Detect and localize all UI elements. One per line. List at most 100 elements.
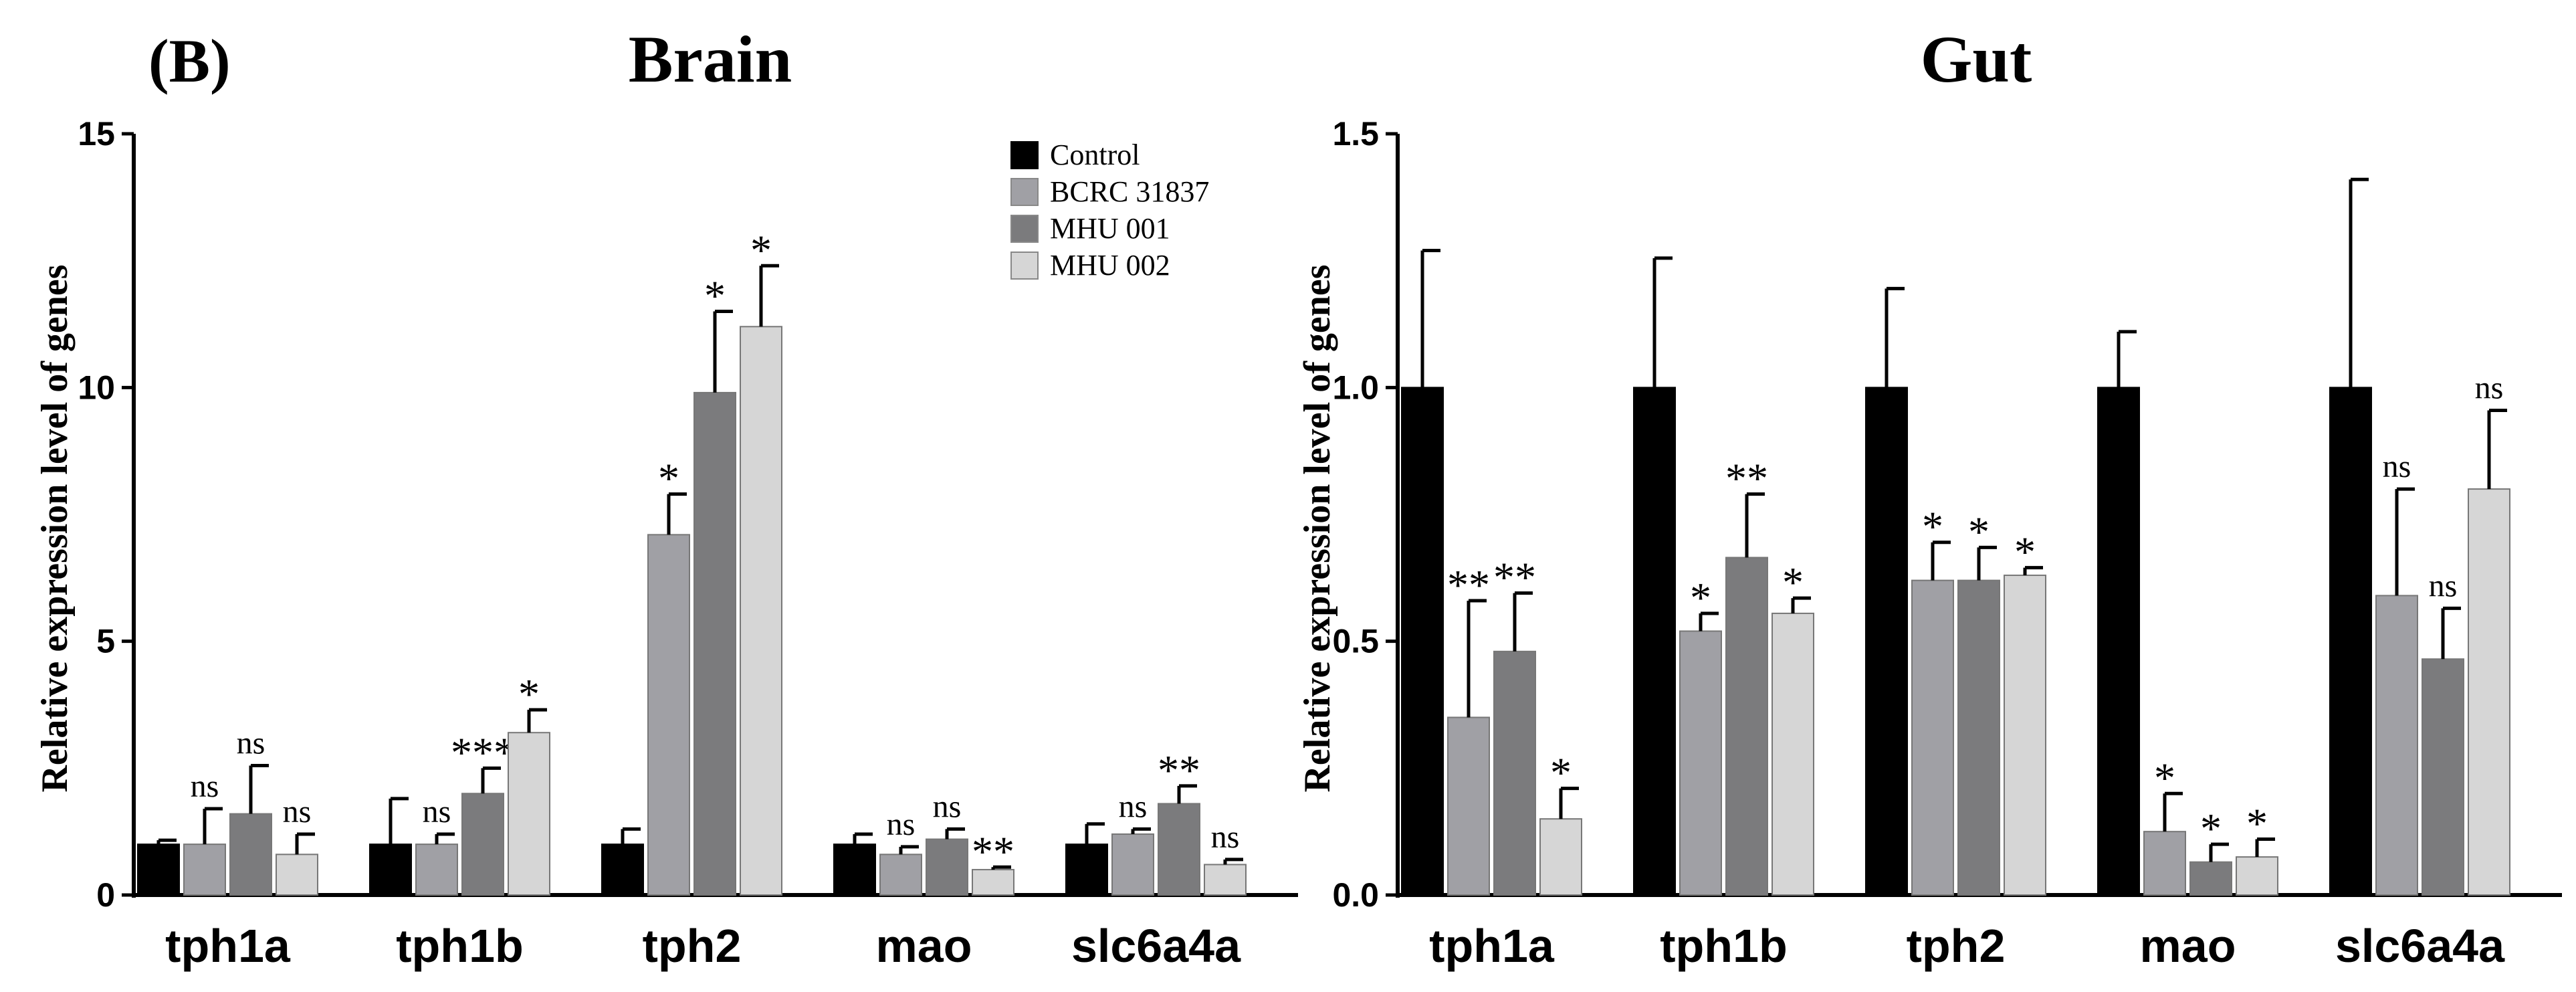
legend-label: MHU 001 <box>1050 212 1170 245</box>
gut-significance-label: ns <box>2475 370 2504 405</box>
brain-bar <box>229 813 272 896</box>
gut-category-label: tph1b <box>1660 920 1788 972</box>
brain-bar <box>415 844 458 896</box>
gut-significance-label: * <box>1968 508 1990 555</box>
gut-bar <box>1911 579 1954 896</box>
brain-significance-label: ns <box>237 726 265 761</box>
gut-significance-label: * <box>1782 559 1804 606</box>
brain-bar <box>1065 844 1108 896</box>
gut-bar <box>1957 579 2000 896</box>
gut-chart-title: Gut <box>1921 22 2032 96</box>
gut-significance-label: * <box>2154 754 2175 801</box>
gut-significance-label: ** <box>1493 554 1536 601</box>
gut-bar <box>1447 716 1490 896</box>
gut-y-tick-label: 0.5 <box>1332 623 1379 660</box>
gut-bar <box>1401 387 1444 896</box>
brain-category-label: mao <box>876 920 972 972</box>
gut-bar <box>1539 818 1582 896</box>
brain-chart: Brain Relative expression level of genes… <box>34 22 1298 972</box>
brain-significance-label: ns <box>283 794 312 829</box>
gut-y-axis-label: Relative expression level of genes <box>1297 264 1338 792</box>
gut-bar <box>1772 612 1814 896</box>
brain-y-tick-label: 0 <box>96 876 115 914</box>
brain-significance-label: * <box>750 226 772 274</box>
brain-bar <box>1204 864 1247 896</box>
gut-chart: Gut Relative expression level of genes 0… <box>1297 22 2562 972</box>
gut-y-tick-label: 0.0 <box>1332 876 1379 914</box>
brain-category-label: tph2 <box>643 920 742 972</box>
legend-swatch <box>1010 215 1039 243</box>
gut-significance-label: ** <box>1725 455 1768 502</box>
gut-bar <box>1725 557 1768 896</box>
gut-bar <box>2375 595 2418 896</box>
brain-bar <box>508 732 550 896</box>
legend-label: BCRC 31837 <box>1050 175 1209 208</box>
legend: Control BCRC 31837 MHU 001 MHU 002 <box>1010 138 1209 282</box>
brain-significance-label: * <box>704 272 726 320</box>
panel-label: (B) <box>148 27 231 95</box>
gut-category-label: tph1a <box>1429 920 1555 972</box>
legend-swatch <box>1010 178 1039 206</box>
gut-category-label: mao <box>2140 920 2236 972</box>
brain-significance-label: ns <box>1119 789 1148 824</box>
brain-bar <box>276 854 318 896</box>
gut-significance-label: ** <box>1447 561 1490 609</box>
brain-bar <box>369 844 412 896</box>
legend-swatch <box>1010 141 1039 169</box>
brain-bar <box>647 534 690 896</box>
gut-significance-label: * <box>2200 805 2222 852</box>
brain-y-axis-label: Relative expression level of genes <box>34 264 76 792</box>
gut-bar <box>1865 387 1908 896</box>
brain-bar <box>693 391 736 896</box>
brain-bar <box>137 844 180 896</box>
brain-significance-label: ** <box>972 827 1014 875</box>
brain-y-tick-label: 10 <box>78 369 115 406</box>
brain-category-label: slc6a4a <box>1071 920 1241 972</box>
gut-significance-label: * <box>1922 503 1943 551</box>
brain-y-tick-label: 15 <box>78 115 115 153</box>
brain-bar <box>601 844 644 896</box>
brain-bar <box>1111 833 1154 896</box>
brain-chart-title: Brain <box>629 22 792 96</box>
brain-significance-label: * <box>658 455 679 502</box>
gut-bar <box>2422 658 2464 896</box>
gut-bar <box>2189 861 2232 896</box>
legend-swatch <box>1010 252 1039 280</box>
brain-significance-label: *** <box>451 728 515 776</box>
brain-bar <box>972 869 1014 896</box>
brain-bar <box>879 854 922 896</box>
brain-significance-label: ns <box>423 794 451 829</box>
gut-bar <box>2468 488 2510 896</box>
gut-significance-label: * <box>1550 749 1572 797</box>
gut-bar <box>2236 856 2278 896</box>
gut-bar <box>1679 630 1722 896</box>
brain-category-label: tph1b <box>396 920 524 972</box>
gut-category-label: slc6a4a <box>2335 920 2505 972</box>
brain-bar <box>461 793 504 896</box>
gut-bar <box>2097 387 2140 896</box>
gut-category-label: tph2 <box>1907 920 2006 972</box>
gut-y-tick-label: 1.0 <box>1332 369 1379 406</box>
brain-bar <box>740 326 782 896</box>
legend-label: MHU 002 <box>1050 249 1170 282</box>
gut-bar <box>1493 650 1536 896</box>
gut-bar <box>2329 387 2372 896</box>
gut-significance-label: ns <box>2429 568 2458 603</box>
gut-significance-label: * <box>2014 528 2036 576</box>
brain-bar <box>1158 803 1200 896</box>
gut-significance-label: * <box>1690 574 1711 621</box>
gut-bar <box>1633 387 1676 896</box>
brain-bar <box>926 838 968 896</box>
gut-bar <box>2143 831 2186 896</box>
brain-bar <box>833 844 876 896</box>
brain-significance-label: ** <box>1158 747 1200 794</box>
legend-label: Control <box>1050 138 1140 171</box>
brain-y-tick-label: 5 <box>96 623 115 660</box>
brain-category-label: tph1a <box>165 920 291 972</box>
gut-significance-label: * <box>2246 800 2268 848</box>
brain-significance-label: ns <box>887 807 916 842</box>
gut-y-tick-label: 1.5 <box>1332 115 1379 153</box>
brain-significance-label: * <box>518 670 540 718</box>
brain-significance-label: ns <box>1211 819 1240 855</box>
